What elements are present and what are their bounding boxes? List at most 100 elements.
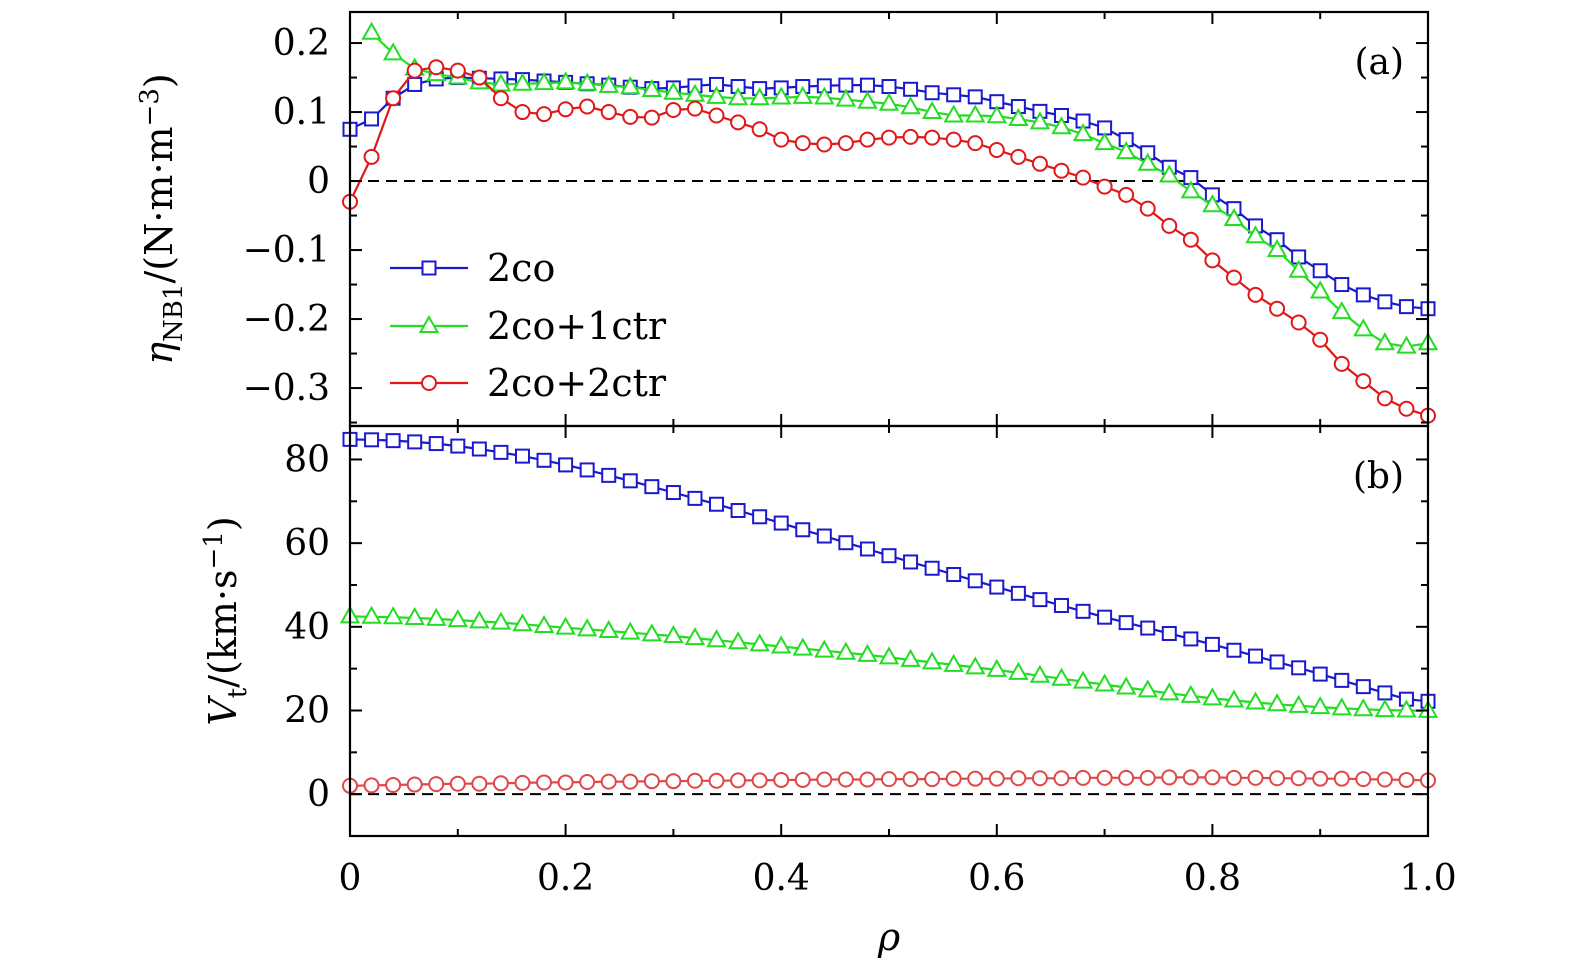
data-point xyxy=(644,479,660,495)
data-point xyxy=(1008,107,1029,126)
data-point xyxy=(579,462,595,478)
data-point xyxy=(1248,648,1264,664)
data-point xyxy=(751,772,768,789)
legend-label: 2co xyxy=(487,246,555,290)
data-point xyxy=(385,90,402,107)
data-point xyxy=(1353,318,1374,337)
data-point xyxy=(620,76,641,95)
data-point xyxy=(426,607,447,626)
data-point xyxy=(406,776,423,793)
data-point xyxy=(1096,769,1113,786)
y-axis-title-close: ) xyxy=(201,516,245,531)
data-point xyxy=(1331,697,1352,716)
data-point xyxy=(512,613,533,632)
data-point xyxy=(1374,332,1396,351)
data-point xyxy=(643,773,660,790)
data-point xyxy=(1072,123,1094,142)
data-point xyxy=(1180,684,1202,703)
data-point xyxy=(1288,259,1309,278)
data-point xyxy=(1290,314,1307,331)
data-point xyxy=(641,623,663,642)
data-point xyxy=(684,627,706,646)
data-point xyxy=(835,88,857,107)
y-axis-title-superscript: −3 xyxy=(135,88,165,126)
data-point xyxy=(900,648,921,667)
data-point xyxy=(1353,698,1374,717)
data-point xyxy=(622,473,638,489)
data-point xyxy=(620,621,641,640)
data-point xyxy=(706,629,727,648)
data-point xyxy=(600,773,617,790)
data-point xyxy=(1377,294,1393,310)
data-point xyxy=(600,104,617,121)
data-point xyxy=(709,496,725,512)
data-point xyxy=(1355,287,1371,303)
data-point xyxy=(536,452,552,468)
data-point xyxy=(945,131,962,148)
data-point xyxy=(1097,609,1113,625)
data-point xyxy=(1115,141,1137,160)
y-tick-label: 0 xyxy=(307,774,330,815)
data-point xyxy=(447,609,469,628)
data-point xyxy=(382,42,404,61)
data-point xyxy=(749,633,770,652)
series-2co xyxy=(342,431,1436,709)
x-tick-label: 1.0 xyxy=(1399,858,1456,899)
data-point xyxy=(449,62,466,79)
panel-a: 0.20.10−0.1−0.2−0.3(a)ηNB1/(N·m·m−3)2co2… xyxy=(135,10,1439,428)
data-point xyxy=(706,85,727,104)
data-point xyxy=(967,135,984,152)
data-point xyxy=(967,770,984,787)
data-point xyxy=(1245,225,1266,244)
data-point xyxy=(1291,660,1307,676)
data-point xyxy=(1376,390,1393,407)
data-point xyxy=(1137,152,1158,171)
y-tick-label: −0.1 xyxy=(243,230,330,271)
data-point xyxy=(986,105,1008,124)
data-point xyxy=(533,72,555,91)
legend-label: 2co+2ctr xyxy=(487,361,667,405)
data-point xyxy=(1269,770,1286,787)
data-point xyxy=(1053,770,1070,787)
data-point xyxy=(1355,373,1372,390)
data-point xyxy=(407,434,423,450)
legend-item-2co+1ctr: 2co+1ctr xyxy=(390,304,667,348)
data-point xyxy=(493,444,509,460)
data-point xyxy=(1374,699,1396,718)
data-point xyxy=(988,142,1005,158)
data-point xyxy=(364,111,380,127)
data-point xyxy=(407,76,423,92)
data-point xyxy=(770,635,792,654)
data-point xyxy=(795,522,811,538)
panel-label-a: (a) xyxy=(1354,42,1404,83)
data-point xyxy=(1140,620,1156,636)
data-point xyxy=(579,774,596,791)
x-tick-label: 0.6 xyxy=(968,858,1025,899)
data-point xyxy=(988,770,1005,787)
data-point xyxy=(1182,769,1199,786)
data-point xyxy=(924,771,941,788)
data-point xyxy=(364,432,380,448)
data-point xyxy=(835,641,857,660)
data-point xyxy=(1180,180,1202,199)
data-point xyxy=(816,771,833,788)
data-point xyxy=(1183,631,1199,647)
data-point xyxy=(881,129,897,146)
y-axis-title-close: ) xyxy=(137,73,181,88)
data-point xyxy=(1245,691,1266,710)
data-point xyxy=(1053,162,1070,179)
data-point xyxy=(449,775,466,792)
data-point xyxy=(1269,654,1285,670)
data-point xyxy=(727,631,749,650)
data-point xyxy=(881,79,897,95)
data-point xyxy=(1312,263,1328,279)
data-point xyxy=(469,610,490,629)
data-point xyxy=(924,85,940,101)
legend-label: 2co+1ctr xyxy=(487,304,667,348)
y-tick-label: −0.2 xyxy=(243,299,330,340)
data-point xyxy=(1309,696,1331,715)
data-point xyxy=(598,74,619,93)
data-point xyxy=(686,772,703,789)
data-point xyxy=(536,774,553,791)
